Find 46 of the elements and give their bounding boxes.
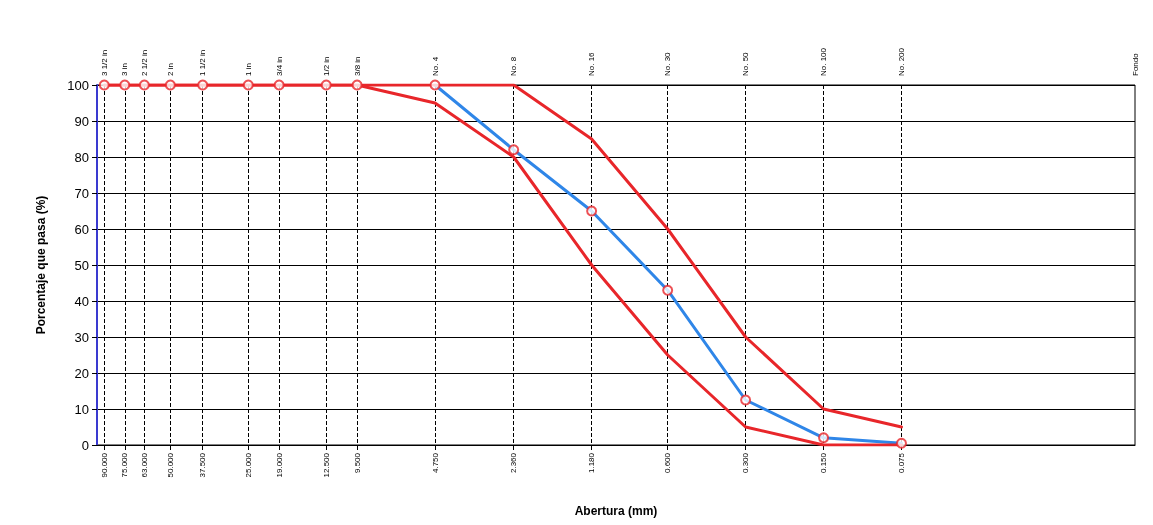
y-tick-label: 50 bbox=[74, 257, 89, 273]
text: 3 1/2 in bbox=[99, 49, 109, 76]
x-tick-label: 19.000 bbox=[274, 452, 284, 478]
text: 1 in bbox=[243, 63, 253, 76]
text: No. 4 bbox=[430, 56, 440, 76]
text: No. 30 bbox=[663, 51, 673, 76]
text: 3/4 in bbox=[274, 56, 284, 76]
text: No. 50 bbox=[741, 51, 751, 76]
y-tick-label: 60 bbox=[74, 221, 89, 237]
text: 2 1/2 in bbox=[139, 49, 149, 76]
text: 3 in bbox=[120, 63, 130, 76]
y-tick-label: 20 bbox=[74, 365, 89, 381]
x-tick-label: 12.500 bbox=[321, 452, 331, 478]
y-tick-label: 40 bbox=[74, 293, 89, 309]
text: 1/2 in bbox=[321, 56, 331, 76]
x-tick-label: 1.180 bbox=[587, 452, 597, 474]
x-tick-label: 0.600 bbox=[663, 452, 673, 474]
x-tick-label: 90.000 bbox=[99, 452, 109, 478]
text: No. 200 bbox=[896, 47, 906, 76]
y-tick-label: 100 bbox=[67, 77, 89, 93]
x-tick-label: 4.750 bbox=[430, 452, 440, 474]
x-tick-label: 0.075 bbox=[896, 452, 906, 474]
y-tick-label: 0 bbox=[81, 437, 89, 453]
text: 2 in bbox=[165, 63, 175, 76]
x-tick-label: 50.000 bbox=[165, 452, 175, 478]
y-tick-label: 30 bbox=[74, 329, 89, 345]
y-tick-label: 90 bbox=[74, 113, 89, 129]
text: No. 8 bbox=[509, 56, 519, 76]
x-tick-label: 25.000 bbox=[243, 452, 253, 478]
x-tick-label: 0.150 bbox=[819, 452, 829, 474]
text: No. 16 bbox=[587, 51, 597, 76]
text: No. 100 bbox=[819, 47, 829, 76]
text: Fondo bbox=[1130, 52, 1140, 76]
y-tick-label: 10 bbox=[74, 401, 89, 417]
y-tick-label: 70 bbox=[74, 185, 89, 201]
text: 1 1/2 in bbox=[198, 49, 208, 76]
x-tick-label: 2.360 bbox=[509, 452, 519, 474]
x-tick-label: 0.300 bbox=[741, 452, 751, 474]
x-axis-title: Abertura (mm) bbox=[574, 504, 658, 518]
x-tick-label: 63.000 bbox=[139, 452, 149, 478]
x-tick-label: 9.500 bbox=[352, 452, 362, 474]
x-tick-label: 37.500 bbox=[198, 452, 208, 478]
text: 3/8 in bbox=[352, 56, 362, 76]
y-tick-label: 80 bbox=[74, 149, 89, 165]
x-tick-label: 75.000 bbox=[120, 452, 130, 478]
y-axis-title: Porcentaje que pasa (%) bbox=[34, 195, 48, 335]
